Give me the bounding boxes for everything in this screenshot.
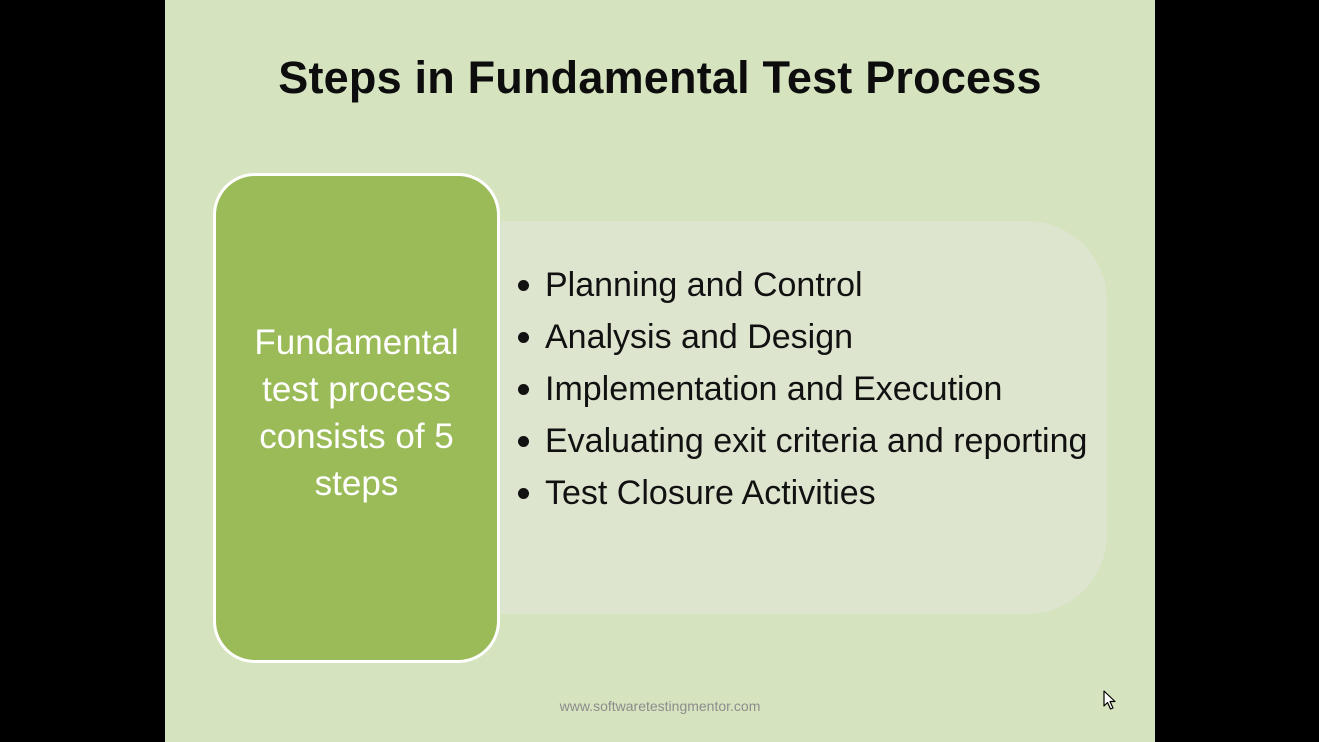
step-item-5: Test Closure Activities xyxy=(515,471,1095,515)
step-label: Analysis and Design xyxy=(545,318,854,356)
footer-url: www.softwaretestingmentor.com xyxy=(559,698,761,714)
step-item-2: Analysis and Design xyxy=(515,315,1095,359)
bullet-icon xyxy=(518,384,529,395)
bullet-icon xyxy=(518,280,529,291)
mouse-pointer-icon xyxy=(1103,690,1116,710)
step-label: Evaluating exit criteria and reporting xyxy=(545,422,1088,460)
step-item-1: Planning and Control xyxy=(515,263,1095,307)
steps-list: Planning and Control Analysis and Design… xyxy=(515,263,1095,523)
bullet-icon xyxy=(518,332,529,343)
slide-title: Steps in Fundamental Test Process xyxy=(278,52,1042,103)
summary-box: Fundamental test process consists of 5 s… xyxy=(213,173,500,663)
slide: Steps in Fundamental Test Process Planni… xyxy=(165,0,1155,742)
step-label: Planning and Control xyxy=(545,266,863,304)
step-item-4: Evaluating exit criteria and reporting xyxy=(515,419,1095,463)
steps-panel: Planning and Control Analysis and Design… xyxy=(465,221,1107,614)
bullet-icon xyxy=(518,436,529,447)
summary-box-text: Fundamental test process consists of 5 s… xyxy=(254,323,459,503)
step-label: Implementation and Execution xyxy=(545,370,1003,408)
bullet-icon xyxy=(518,488,529,499)
step-item-3: Implementation and Execution xyxy=(515,367,1095,411)
step-label: Test Closure Activities xyxy=(545,474,876,512)
